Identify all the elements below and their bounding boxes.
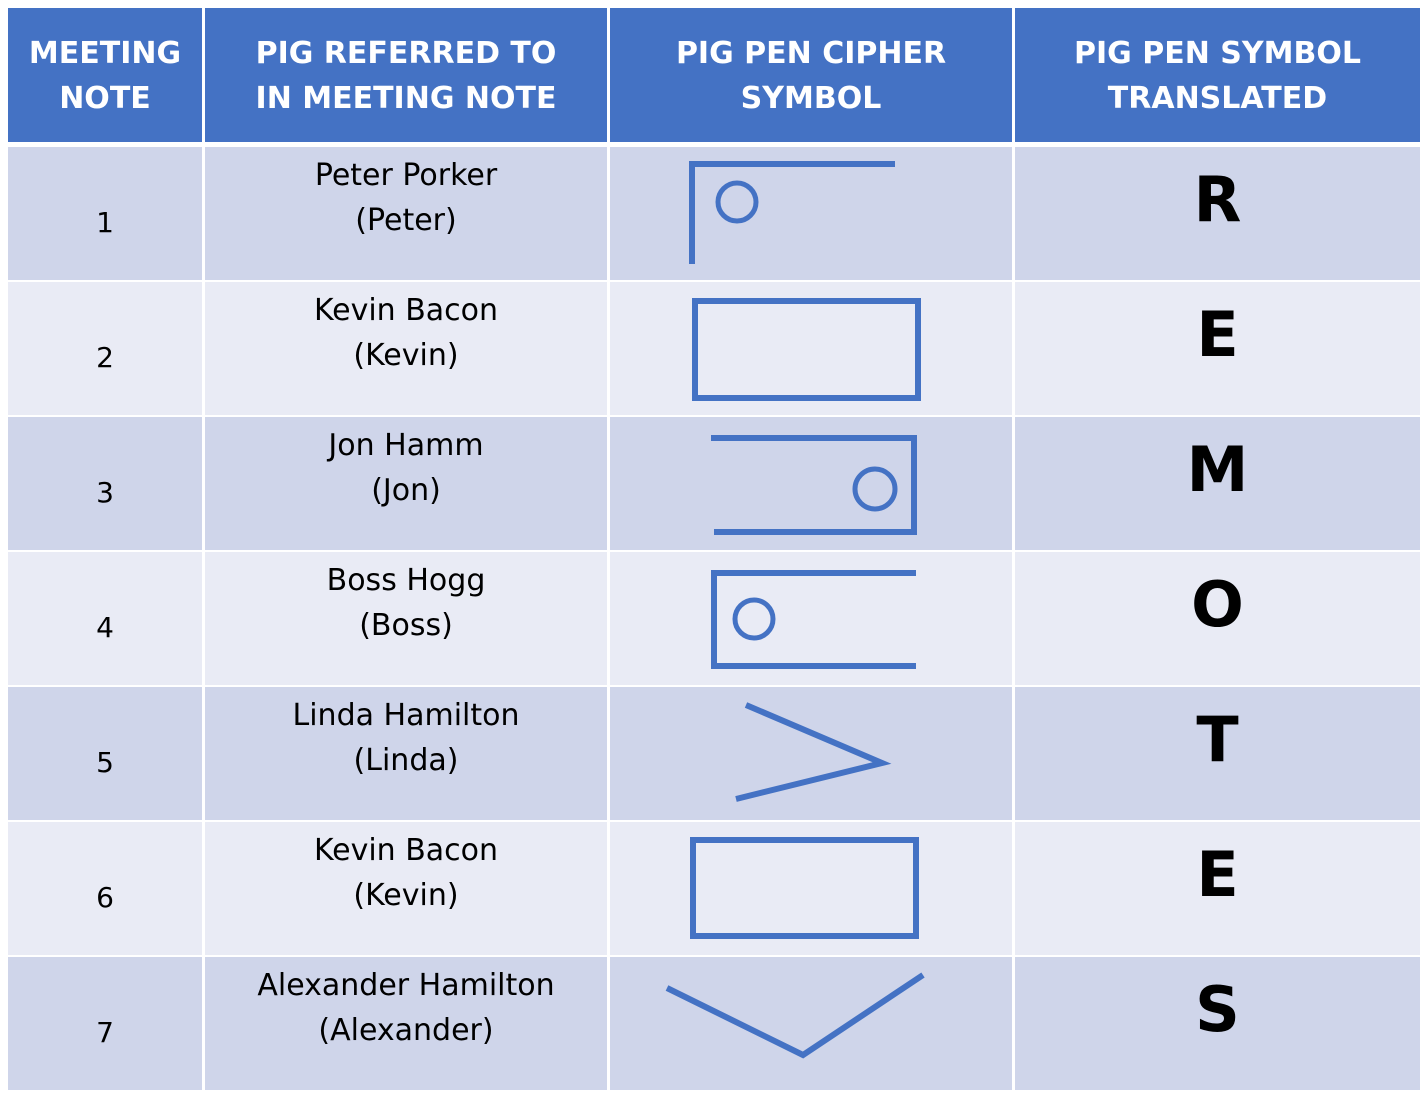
pig-cell: Alexander Hamilton (Alexander) (205, 957, 610, 1090)
cipher-symbol-cell (610, 687, 1015, 820)
header-pig-referred: PIG REFERRED TO IN MEETING NOTE (205, 8, 610, 142)
pig-cell: Peter Porker (Peter) (205, 147, 610, 280)
pigpen-m-symbol (711, 435, 917, 535)
meeting-note-number: 3 (8, 417, 205, 550)
translated-letter: O (1191, 568, 1244, 641)
pig-short-name: (Peter) (355, 203, 457, 238)
cipher-symbol-cell (610, 822, 1015, 955)
pig-cell: Jon Hamm (Jon) (205, 417, 610, 550)
translated-letter: T (1196, 703, 1239, 776)
pig-short-name: (Linda) (353, 743, 459, 778)
translated-letter: R (1193, 163, 1242, 236)
pigpen-o-symbol (711, 570, 916, 669)
table-row: 5 Linda Hamilton (Linda) T (8, 687, 1420, 822)
cipher-symbol-cell (610, 282, 1015, 415)
meeting-note-number: 5 (8, 687, 205, 820)
table-header-row: MEETING NOTE PIG REFERRED TO IN MEETING … (8, 8, 1420, 147)
pigpen-e-symbol (690, 837, 919, 939)
pig-short-name: (Alexander) (318, 1013, 494, 1048)
header-meeting-note: MEETING NOTE (8, 8, 205, 142)
pigpen-s-symbol (665, 972, 925, 1059)
table-row: 4 Boss Hogg (Boss) O (8, 552, 1420, 687)
table-row: 6 Kevin Bacon (Kevin) E (8, 822, 1420, 957)
meeting-note-number: 1 (8, 147, 205, 280)
meeting-note-number: 6 (8, 822, 205, 955)
pig-name: Kevin Bacon (313, 833, 499, 868)
pig-cell: Boss Hogg (Boss) (205, 552, 610, 685)
meeting-note-number: 7 (8, 957, 205, 1090)
pig-short-name: (Jon) (371, 473, 441, 508)
pig-name: Peter Porker (314, 158, 498, 193)
meeting-note-number: 2 (8, 282, 205, 415)
table-row: 2 Kevin Bacon (Kevin) E (8, 282, 1420, 417)
pig-short-name: (Kevin) (353, 878, 459, 913)
cipher-symbol-cell (610, 417, 1015, 550)
table-row: 7 Alexander Hamilton (Alexander) S (8, 957, 1420, 1092)
pig-cell: Kevin Bacon (Kevin) (205, 822, 610, 955)
pig-short-name: (Kevin) (353, 338, 459, 373)
cipher-symbol-cell (610, 957, 1015, 1090)
pig-cell: Linda Hamilton (Linda) (205, 687, 610, 820)
translated-letter: S (1195, 973, 1240, 1046)
pig-short-name: (Boss) (359, 608, 453, 643)
pig-cell: Kevin Bacon (Kevin) (205, 282, 610, 415)
header-symbol-translated: PIG PEN SYMBOL TRANSLATED (1074, 36, 1361, 116)
cipher-symbol-cell (610, 552, 1015, 685)
header-cipher-symbol: PIG PEN CIPHER SYMBOL (610, 8, 1015, 142)
cipher-symbol-cell (610, 147, 1015, 280)
cipher-table: MEETING NOTE PIG REFERRED TO IN MEETING … (8, 8, 1420, 1092)
table-row: 3 Jon Hamm (Jon) M (8, 417, 1420, 552)
translated-letter: E (1196, 838, 1239, 911)
table-row: 1 Peter Porker (Peter) R (8, 147, 1420, 282)
pig-name: Boss Hogg (326, 563, 486, 598)
pig-name: Linda Hamilton (292, 698, 520, 733)
translated-letter: E (1196, 298, 1239, 371)
pigpen-e-symbol (692, 298, 921, 401)
pig-name: Kevin Bacon (313, 293, 499, 328)
translated-letter: M (1186, 433, 1249, 506)
pig-name: Jon Hamm (328, 428, 484, 463)
meeting-note-number: 4 (8, 552, 205, 685)
pigpen-t-symbol (735, 702, 892, 802)
pigpen-r-symbol (689, 161, 895, 264)
pig-name: Alexander Hamilton (257, 968, 555, 1003)
